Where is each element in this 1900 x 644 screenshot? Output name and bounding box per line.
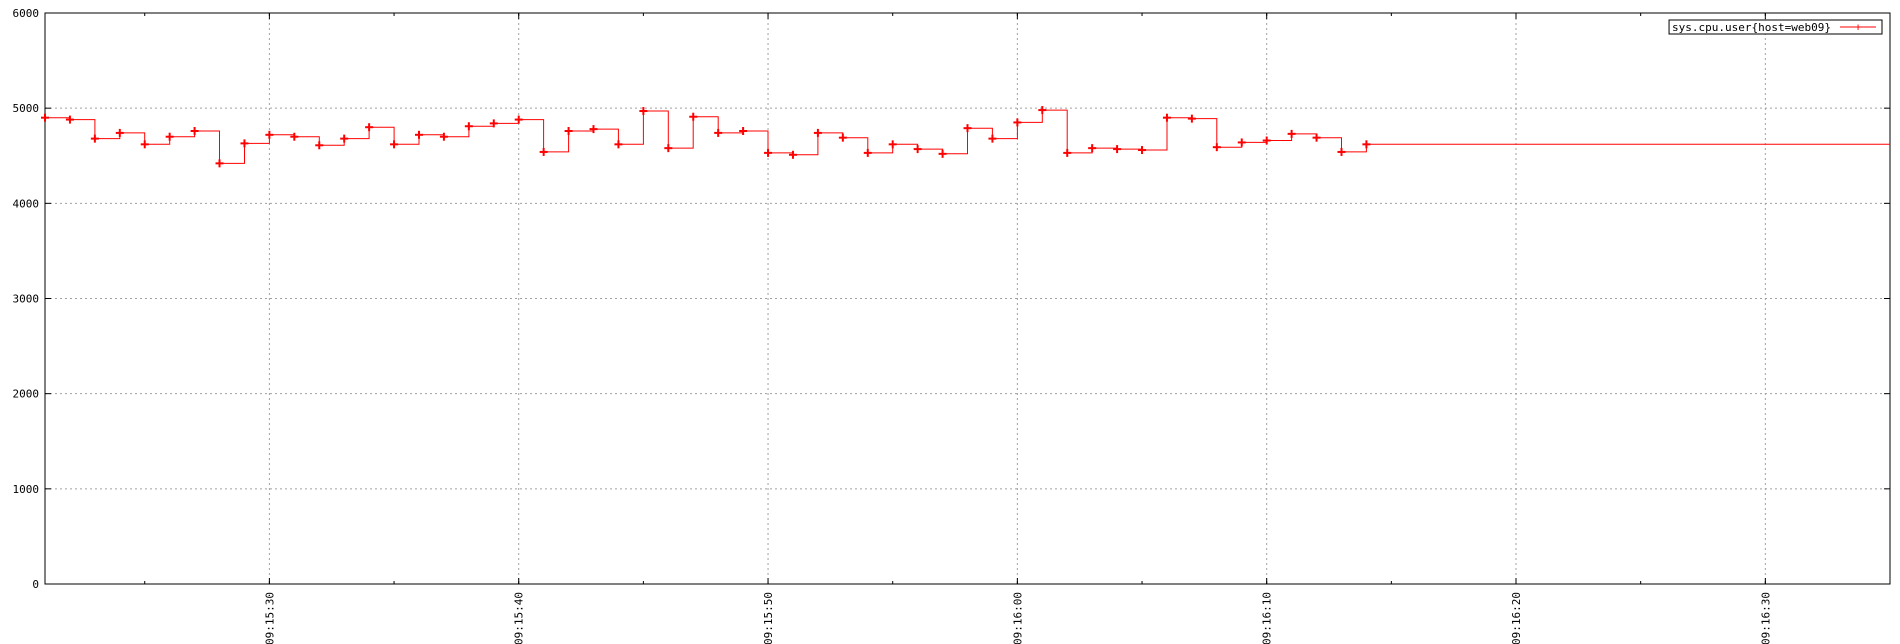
data-point xyxy=(963,124,972,133)
data-point xyxy=(539,147,548,156)
y-axis: 0 1000 2000 3000 4000 5000 6000 xyxy=(13,7,1890,591)
legend-box xyxy=(1668,19,1883,35)
data-point xyxy=(1362,140,1371,149)
x-tick-label: 09:16:10 xyxy=(1261,592,1274,644)
data-point xyxy=(1113,145,1122,154)
x-tick-label: 09:15:40 xyxy=(513,592,526,644)
data-point xyxy=(414,130,423,139)
data-point xyxy=(1063,148,1072,157)
data-point xyxy=(115,128,124,137)
data-point xyxy=(1013,118,1022,127)
data-point xyxy=(165,132,174,141)
data-point xyxy=(41,113,49,122)
data-point xyxy=(639,107,648,116)
data-point xyxy=(589,125,598,134)
y-tick-label: 3000 xyxy=(13,293,40,306)
data-point xyxy=(240,139,249,148)
data-point xyxy=(1262,136,1271,145)
data-point xyxy=(913,145,922,154)
data-point xyxy=(390,140,399,149)
data-point xyxy=(90,134,99,143)
x-tick-label: 09:16:00 xyxy=(1011,592,1024,644)
data-point xyxy=(489,119,498,128)
data-point xyxy=(1312,133,1321,142)
data-point xyxy=(1337,147,1346,156)
data-point xyxy=(988,134,997,143)
data-point xyxy=(813,128,822,137)
data-point xyxy=(290,132,299,141)
data-point xyxy=(564,127,573,136)
data-point xyxy=(863,148,872,157)
data-point xyxy=(65,115,74,124)
legend: sys.cpu.user{host=web09} + xyxy=(1668,19,1883,35)
data-point xyxy=(1212,143,1221,152)
data-point xyxy=(664,144,673,153)
data-point xyxy=(190,127,199,136)
data-point xyxy=(788,150,797,159)
data-point xyxy=(614,140,623,149)
data-point xyxy=(514,115,523,124)
data-point xyxy=(1038,106,1047,115)
data-point xyxy=(439,132,448,141)
data-point xyxy=(265,130,274,139)
data-point xyxy=(764,148,773,157)
data-point xyxy=(888,140,897,149)
x-tick-label: 09:16:20 xyxy=(1510,592,1523,644)
data-point xyxy=(365,123,374,132)
legend-label: sys.cpu.user{host=web09} xyxy=(1672,21,1831,34)
x-tick-label: 09:16:30 xyxy=(1759,592,1772,644)
x-tick-label: 09:15:30 xyxy=(263,592,276,644)
y-tick-label: 2000 xyxy=(13,388,40,401)
data-point xyxy=(838,133,847,142)
y-tick-label: 1000 xyxy=(13,483,40,496)
y-tick-label: 6000 xyxy=(13,7,40,20)
data-point xyxy=(1287,129,1296,138)
data-point xyxy=(340,134,349,143)
data-point xyxy=(1162,113,1171,122)
data-point xyxy=(315,141,324,150)
data-point xyxy=(938,149,947,158)
x-tick-label: 09:15:50 xyxy=(762,592,775,644)
data-point xyxy=(464,122,473,131)
data-point xyxy=(689,112,698,121)
data-point xyxy=(739,127,748,136)
chart-grid xyxy=(45,13,1890,584)
series-layer xyxy=(41,106,1890,168)
y-tick-label: 4000 xyxy=(13,197,40,210)
data-point xyxy=(714,128,723,137)
data-point xyxy=(1187,114,1196,123)
series-line xyxy=(45,109,1890,164)
data-point xyxy=(1088,144,1097,153)
y-tick-label: 0 xyxy=(32,578,39,591)
legend-marker: + xyxy=(1855,21,1862,34)
data-point xyxy=(140,140,149,149)
y-tick-label: 5000 xyxy=(13,102,40,115)
data-point xyxy=(1237,138,1246,147)
data-point xyxy=(215,159,224,168)
x-axis: 09:15:30 09:15:40 09:15:50 09:16:00 09:16:10… xyxy=(144,13,1891,644)
data-point xyxy=(1138,146,1147,155)
